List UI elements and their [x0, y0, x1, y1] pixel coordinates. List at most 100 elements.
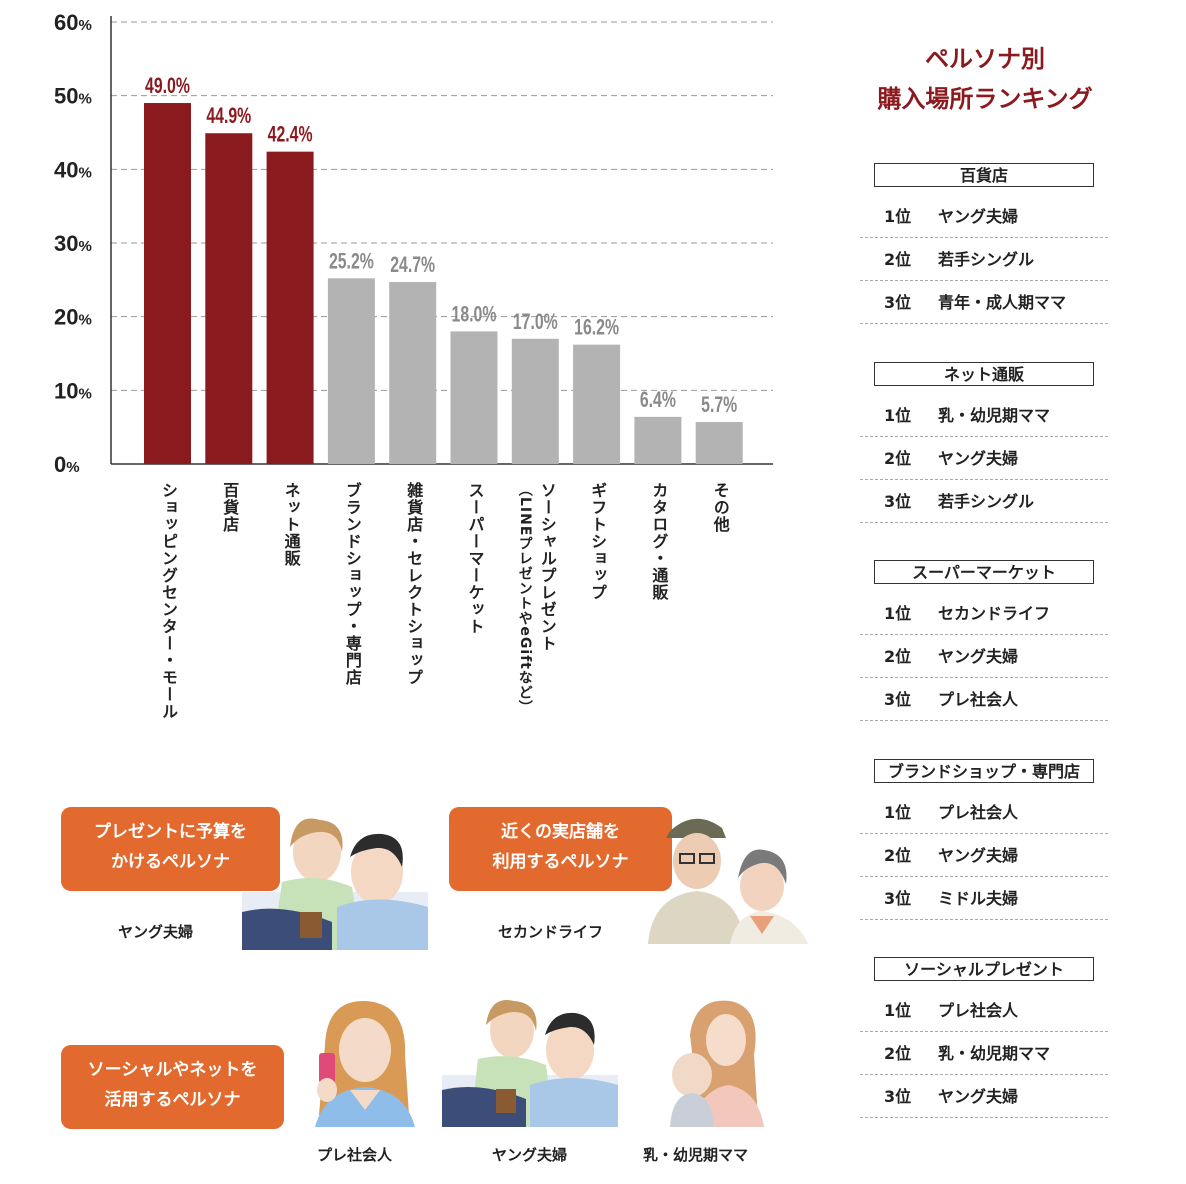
bar-value-label: 42.4%: [268, 123, 313, 147]
ranking-row: 2位 若手シングル: [860, 239, 1108, 281]
bar-chart: 0% 10% 20% 30% 40% 50% 60% 49.0% 44.9% 42.4% 25.2%…: [54, 10, 773, 477]
ranking-group-header: ソーシャルプレゼント: [874, 957, 1094, 981]
persona-label: ヤング夫婦: [492, 1146, 568, 1164]
bar: [511, 338, 559, 464]
young-couple-illustration: [242, 818, 428, 950]
rank-persona: 乳・幼児期ママ: [938, 406, 1051, 425]
y-tick-unit: %: [78, 164, 91, 181]
rank-persona: プレ社会人: [938, 690, 1019, 709]
y-tick-unit: %: [78, 312, 91, 329]
rank-number: 1位: [884, 207, 912, 226]
pre-worker-illustration: [315, 1000, 415, 1127]
callout-store: 近くの実店舗を 利用するペルソナ: [449, 807, 672, 891]
rank-persona: ヤング夫婦: [938, 647, 1019, 666]
ranking-row: 2位 ヤング夫婦: [860, 835, 1108, 877]
rank-number: 2位: [884, 647, 912, 666]
bar-value-label: 5.7%: [701, 394, 737, 418]
y-tick-unit: %: [78, 17, 91, 34]
bar-value-label: 6.4%: [640, 388, 676, 412]
rank-persona: 若手シングル: [938, 250, 1035, 269]
rank-number: 3位: [884, 492, 912, 511]
callout-social: ソーシャルやネットを 活用するペルソナ: [61, 1045, 284, 1129]
rank-persona: 乳・幼児期ママ: [938, 1044, 1051, 1063]
callout-social-line2: 活用するペルソナ: [104, 1090, 241, 1110]
ranking-title-line2: 購入場所ランキング: [877, 85, 1093, 113]
x-category-label: スーパーマーケット: [465, 482, 485, 635]
y-tick-label: 20%: [54, 305, 92, 330]
bar: [144, 103, 191, 465]
ranking-row: 1位 プレ社会人: [860, 990, 1108, 1032]
bar-value-label: 17.0%: [513, 310, 558, 334]
rank-persona: 青年・成人期ママ: [938, 293, 1067, 312]
y-tick-label: 0%: [54, 452, 80, 477]
ranking-row: 2位 乳・幼児期ママ: [860, 1033, 1108, 1075]
callout-budget: プレゼントに予算を かけるペルソナ: [61, 807, 280, 891]
x-category-label: ショッピングセンター・モール: [159, 482, 178, 720]
rank-number: 2位: [884, 1044, 912, 1063]
rank-persona: ヤング夫婦: [938, 207, 1019, 226]
bar: [389, 282, 437, 464]
bar: [205, 133, 253, 464]
x-category-main: ソーシャルプレゼント: [537, 482, 557, 652]
rank-persona: プレ社会人: [938, 803, 1019, 822]
y-tick-unit: %: [78, 385, 91, 402]
rank-persona: ヤング夫婦: [938, 449, 1019, 468]
ranking-row: 1位 ヤング夫婦: [860, 196, 1108, 238]
bar: [266, 151, 314, 465]
bar-value-label: 24.7%: [390, 254, 435, 278]
x-category-label: ソーシャルプレゼント （LINEプレゼントやeGiftなど）: [514, 482, 558, 715]
y-tick-unit: %: [78, 91, 91, 108]
rank-number: 2位: [884, 449, 912, 468]
rank-number: 1位: [884, 1001, 912, 1020]
ranking-row: 3位 ヤング夫婦: [860, 1076, 1108, 1118]
y-tick-label: 10%: [54, 378, 92, 403]
persona-label: 乳・幼児期ママ: [643, 1146, 749, 1164]
bar: [573, 344, 621, 464]
x-category-label: ブランドショップ・専門店: [342, 482, 362, 686]
rank-persona: セカンドライフ: [938, 604, 1051, 623]
x-category-label: その他: [710, 482, 730, 533]
young-couple-illustration-2: [442, 1000, 618, 1127]
rank-persona: ミドル夫婦: [938, 889, 1019, 908]
y-tick-label: 30%: [54, 231, 92, 256]
rank-number: 1位: [884, 803, 912, 822]
y-tick-label: 50%: [54, 84, 92, 109]
ranking-row: 2位 ヤング夫婦: [860, 636, 1108, 678]
ranking-title-line1: ペルソナ別: [925, 45, 1045, 73]
y-tick-unit: %: [66, 459, 79, 476]
persona-label: ヤング夫婦: [118, 923, 194, 941]
ranking-row: 1位 セカンドライフ: [860, 593, 1108, 635]
bar-value-label: 25.2%: [329, 250, 374, 274]
bar-value-label: 49.0%: [145, 75, 190, 99]
bar: [695, 422, 743, 464]
x-category-label: 百貨店: [220, 482, 240, 533]
callout-social-line1: ソーシャルやネットを: [87, 1060, 258, 1080]
infant-mama-illustration: [670, 1000, 764, 1127]
rank-number: 3位: [884, 293, 912, 312]
ranking-group-header: スーパーマーケット: [874, 560, 1094, 584]
rank-persona: プレ社会人: [938, 1001, 1019, 1020]
ranking-group-header: ネット通販: [874, 362, 1094, 386]
rank-number: 1位: [884, 406, 912, 425]
ranking-row: 3位 プレ社会人: [860, 679, 1108, 721]
bar-value-label: 18.0%: [452, 303, 497, 327]
callout-budget-line1: プレゼントに予算を: [94, 822, 247, 842]
second-life-illustration: [648, 818, 808, 944]
callout-budget-line2: かけるペルソナ: [111, 852, 230, 872]
bar-value-label: 44.9%: [206, 105, 251, 129]
bar: [634, 416, 682, 464]
ranking-row: 2位 ヤング夫婦: [860, 438, 1108, 480]
x-category-label: カタログ・通販: [649, 482, 669, 601]
rank-number: 3位: [884, 1087, 912, 1106]
bar-value-label: 16.2%: [574, 316, 619, 340]
x-category-label: 雑貨店・セレクトショップ: [404, 482, 424, 686]
rank-number: 3位: [884, 889, 912, 908]
ranking-row: 3位 青年・成人期ママ: [860, 282, 1108, 324]
y-tick-label: 40%: [54, 157, 92, 182]
bar: [450, 331, 498, 464]
rank-number: 1位: [884, 604, 912, 623]
callout-store-line2: 利用するペルソナ: [492, 852, 629, 872]
persona-label: プレ社会人: [317, 1146, 393, 1164]
rank-persona: ヤング夫婦: [938, 846, 1019, 865]
x-category-label: ギフトショップ: [588, 482, 608, 601]
